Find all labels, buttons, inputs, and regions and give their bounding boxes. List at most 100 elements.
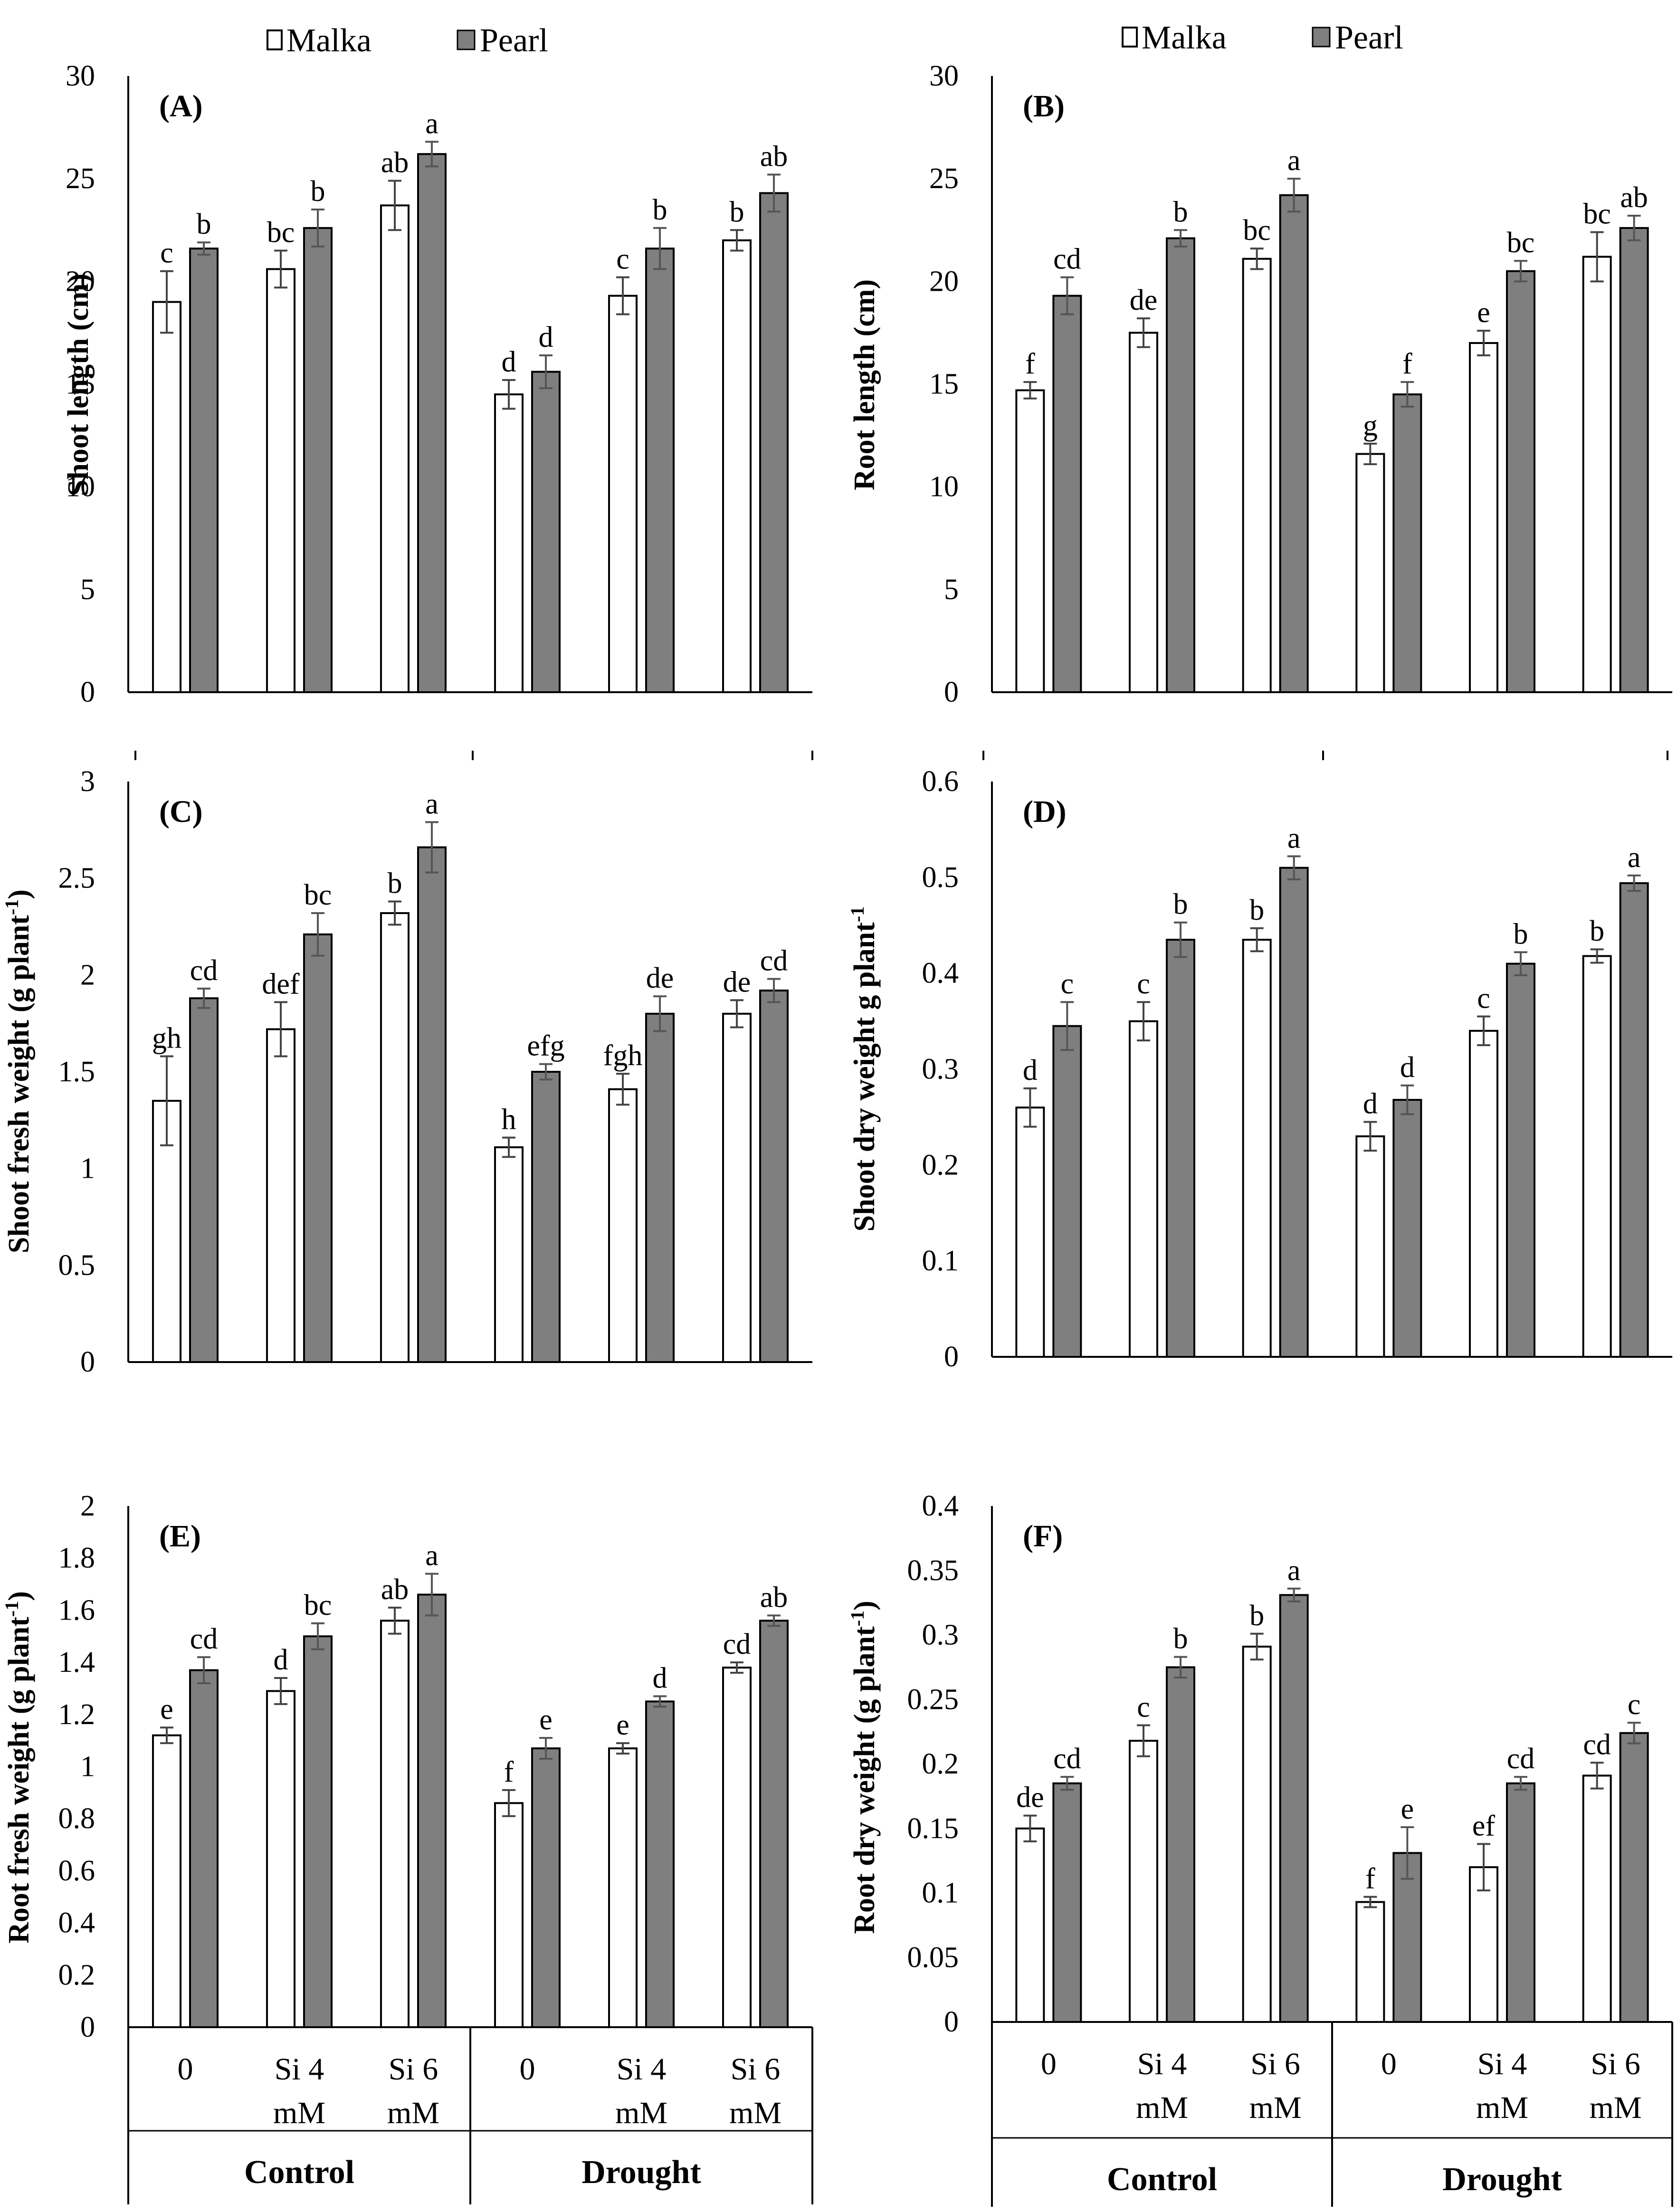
y-tick-label: 0.6	[922, 765, 959, 798]
malka-bar	[1129, 1020, 1158, 1358]
malka-bar	[380, 1620, 410, 2029]
x-category-label: 0	[178, 2052, 193, 2087]
significance-letter: def	[262, 968, 300, 1000]
x-category-label: Si 4	[275, 2052, 324, 2087]
malka-bar	[266, 1028, 295, 1363]
malka-bar	[1355, 453, 1385, 693]
significance-letter: bc	[1507, 227, 1535, 259]
pearl-bar	[303, 1635, 333, 2028]
malka-bar	[1129, 1740, 1158, 2023]
pearl-bar	[303, 933, 333, 1363]
pearl-bar	[645, 1012, 675, 1363]
y-tick-label: 0	[944, 676, 959, 708]
significance-letter: b	[1249, 894, 1264, 926]
significance-letter: f	[1402, 348, 1412, 380]
y-tick-label: 0.5	[922, 861, 959, 894]
y-tick-label: 20	[66, 265, 95, 297]
y-tick-label: 10	[66, 471, 95, 503]
pearl-bar	[303, 227, 333, 693]
y-tick-label: 0.35	[907, 1554, 959, 1587]
y-tick-label: 15	[929, 368, 959, 400]
pearl-bar	[759, 192, 789, 693]
malka-bar	[494, 1146, 524, 1363]
pearl-bar	[645, 1700, 675, 2028]
pearl-bar	[759, 1620, 789, 2029]
significance-letter: d	[1363, 1088, 1378, 1120]
legend-pearl-label: Pearl	[1335, 19, 1403, 56]
panel-title: (A)	[159, 89, 203, 124]
chart-panel-4: 0 0.1 0.2 0.3 0.4 0.5 0.6 Shoot dry weight g pl…	[847, 751, 1672, 1373]
group-label: Drought	[1442, 2161, 1562, 2198]
significance-letter: e	[160, 1693, 173, 1726]
chart-panel-5: 0 0.2 0.4 0.6 0.8 1 1.2 1.4 1.6 1.8 2 Root fresh we…	[1, 1490, 813, 2204]
x-category-label: Si 4	[617, 2052, 667, 2087]
malka-bar	[608, 1088, 638, 1363]
significance-letter: bc	[304, 879, 332, 911]
malka-bar	[1015, 1827, 1045, 2023]
y-axis-label: Root fresh weight (g plant-1)	[1, 1591, 36, 1944]
y-tick-label: 0.25	[907, 1683, 959, 1716]
x-category-label: mM	[729, 2096, 781, 2130]
significance-letter: a	[425, 107, 438, 140]
significance-letter: c	[1137, 968, 1150, 1000]
y-tick-label: 0	[80, 676, 95, 708]
legend-pearl-label: Pearl	[480, 22, 548, 59]
significance-letter: d	[1400, 1051, 1415, 1084]
malka-bar	[1355, 1135, 1385, 1358]
x-category-label: Si 4	[1137, 2047, 1187, 2081]
y-tick-label: 0.4	[58, 1907, 95, 1939]
significance-letter: d	[653, 1662, 667, 1694]
pearl-bar	[531, 1747, 561, 2028]
pearl-bar	[1619, 1732, 1649, 2023]
significance-letter: fgh	[603, 1039, 643, 1072]
significance-letter: cd	[1583, 1728, 1611, 1761]
significance-letter: efg	[527, 1030, 564, 1062]
y-tick-label: 30	[66, 60, 95, 92]
significance-letter: c	[616, 243, 629, 276]
pearl-bar	[417, 1593, 447, 2028]
malka-bar	[1242, 257, 1272, 693]
y-tick-label: 1	[80, 1751, 95, 1783]
significance-letter: f	[1365, 1863, 1375, 1895]
y-tick-label: 0.5	[58, 1249, 95, 1281]
significance-letter: c	[1628, 1688, 1641, 1721]
significance-letter: e	[1477, 296, 1490, 329]
significance-letter: g	[1363, 410, 1378, 442]
significance-letter: a	[1628, 841, 1641, 874]
significance-letter: e	[616, 1709, 629, 1741]
pearl-bar	[1279, 194, 1309, 694]
group-label: Control	[244, 2154, 354, 2191]
malka-bar	[1015, 1106, 1045, 1358]
significance-letter: ab	[760, 1581, 788, 1613]
y-tick-label: 0.2	[922, 1748, 959, 1780]
significance-letter: cd	[1507, 1743, 1535, 1775]
significance-letter: bc	[1243, 214, 1271, 247]
malka-bar	[1129, 332, 1158, 693]
significance-letter: a	[1287, 144, 1301, 177]
malka-bar	[266, 1690, 295, 2029]
malka-bar	[494, 1802, 524, 2029]
significance-letter: bc	[267, 216, 295, 248]
pearl-bar	[1052, 295, 1082, 693]
y-tick-label: 1.2	[58, 1698, 95, 1731]
y-tick-label: 30	[929, 60, 959, 92]
panel-title: (D)	[1023, 794, 1067, 829]
pearl-bar	[1166, 939, 1195, 1358]
y-axis-label-close: )	[848, 1601, 881, 1611]
x-category-label: mM	[1136, 2090, 1188, 2125]
malka-bar	[722, 1667, 752, 2029]
pearl-bar	[1052, 1782, 1082, 2023]
pearl-bar	[1506, 1782, 1535, 2023]
y-tick-label: 2	[80, 1490, 95, 1522]
malka-bar	[494, 393, 524, 693]
significance-letter: e	[539, 1704, 553, 1736]
x-category-label: Si 6	[1591, 2047, 1640, 2081]
significance-letter: cd	[1053, 243, 1081, 276]
pearl-bar	[645, 248, 675, 693]
significance-letter: de	[723, 966, 751, 998]
y-tick-label: 25	[929, 162, 959, 195]
malka-bar	[1582, 1774, 1612, 2023]
